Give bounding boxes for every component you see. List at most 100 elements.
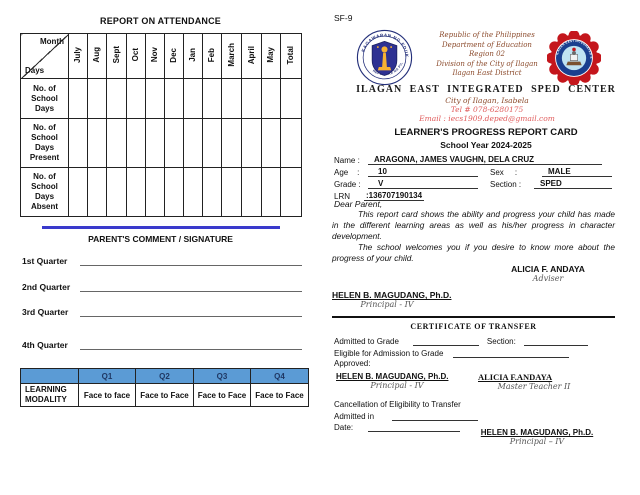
corner-month-label: Month: [40, 37, 64, 46]
parents-comment-title: PARENT'S COMMENT / SIGNATURE: [88, 234, 233, 244]
quarter-header: Q1: [78, 368, 136, 384]
grade-label: Grade :: [334, 180, 361, 189]
attendance-cell: [68, 78, 88, 119]
month-days-corner-cell: Month Days: [20, 33, 69, 79]
comment-blank-line: [80, 339, 302, 350]
month-label: Jan: [188, 48, 197, 62]
date-row: Date:: [334, 422, 460, 432]
modality-value: Face to Face: [250, 383, 309, 407]
quarter-comment-row: 3rd Quarter: [22, 306, 302, 317]
modality-header-row: Q1 Q2 Q3 Q4: [20, 368, 309, 384]
eligible-row: Eligible for Admission to Grade: [334, 348, 570, 358]
attendance-cell: [126, 167, 146, 217]
admitted-grade-blank: [412, 336, 479, 346]
paragraph-1: This report card shows the ability and p…: [332, 209, 615, 241]
adviser-name: ALICIA F. ANDAYA: [511, 264, 585, 274]
attendance-cell: [202, 167, 222, 217]
blue-divider-line: [42, 226, 280, 229]
modality-row-label: LEARNING MODALITY: [20, 383, 79, 407]
adviser-signature-block: ALICIA F. ANDAYA Adviser: [500, 264, 596, 283]
form-code: SF-9: [334, 13, 353, 23]
attendance-cell: [145, 78, 165, 119]
header-line: Division of the City of Ilagan: [436, 59, 538, 68]
header-line: Ilagan East District: [452, 69, 522, 77]
row-label-days-present: No. of School Days Present: [20, 118, 69, 168]
letter-body: This report card shows the ability and p…: [332, 209, 615, 264]
attendance-cell: [280, 78, 302, 119]
grade-section-field-row: Grade : V Section : SPED: [334, 179, 618, 189]
approved-row: Approved:: [334, 359, 370, 368]
bottom-principal-name: HELEN B. MAGUDANG, Ph.D.: [480, 428, 594, 437]
section-value: SPED: [534, 179, 612, 189]
month-label: Aug: [92, 47, 101, 63]
quarter-label: 4th Quarter: [22, 340, 68, 350]
attendance-cell: [126, 118, 146, 168]
bottom-principal-signature-block: HELEN B. MAGUDANG, Ph.D. Principal – IV: [472, 428, 602, 446]
attendance-cell: [280, 118, 302, 168]
month-label: May: [266, 47, 275, 63]
attendance-cell: [221, 118, 242, 168]
sex-label: Sex :: [490, 168, 518, 177]
days-present-row: No. of School Days Present: [20, 118, 302, 168]
attendance-cell: [183, 118, 203, 168]
attendance-cell: [164, 167, 184, 217]
comment-blank-line: [80, 281, 302, 292]
month-col-header: Aug: [87, 33, 107, 79]
month-label: April: [246, 45, 256, 65]
quarter-header: Q3: [193, 368, 251, 384]
eligible-blank: [453, 348, 570, 358]
attendance-cell: [87, 78, 107, 119]
quarter-header: Q4: [250, 368, 309, 384]
lrn-value: :136707190134: [364, 191, 425, 201]
attendance-cell: [183, 78, 203, 119]
name-value: ARAGONA, JAMES VAUGHN, DELA CRUZ: [368, 155, 602, 165]
attendance-cell: [221, 167, 242, 217]
admitted-grade-row: Admitted to Grade Section:: [334, 336, 588, 346]
attendance-cell: [68, 118, 88, 168]
name-label: Name :: [334, 156, 360, 165]
comment-blank-line: [80, 255, 302, 266]
cert-principal-signature-block: HELEN B. MAGUDANG, Ph.D. Principal - IV: [336, 372, 458, 390]
quarter-label: 2nd Quarter: [22, 282, 71, 292]
sex-value: MALE: [542, 167, 612, 177]
month-label: July: [73, 46, 82, 63]
attendance-cell: [261, 167, 281, 217]
lrn-label: LRN: [334, 192, 351, 201]
comment-blank-line: [80, 306, 302, 317]
section-label: Section :: [490, 180, 522, 189]
cert-master-teacher-name: ALICIA F.ANDAYA: [478, 372, 553, 382]
school-email: Email : iecs1909.deped@gmail.com: [419, 114, 555, 123]
cert-section-blank: [523, 336, 588, 346]
grade-value: V: [368, 179, 478, 189]
attendance-cell: [145, 118, 165, 168]
quarter-comment-row: 1st Quarter: [22, 255, 302, 266]
attendance-title: REPORT ON ATTENDANCE: [100, 16, 221, 26]
attendance-cell: [164, 78, 184, 119]
school-days-row: No. of School Days: [20, 78, 302, 119]
cert-section-label: Section:: [486, 337, 516, 346]
header-line: Region 02: [469, 50, 505, 58]
cert-principal-title: Principal - IV: [370, 381, 424, 390]
attendance-cell: [126, 78, 146, 119]
cancellation-label: Cancellation of Eligibility to Transfer: [334, 400, 461, 409]
cert-master-teacher-signature-block: ALICIA F.ANDAYA Master Teacher II: [478, 372, 590, 391]
month-label: Sept: [111, 46, 121, 64]
attendance-cell: [241, 118, 262, 168]
age-label: Age :: [334, 168, 360, 177]
month-label: March: [226, 43, 236, 67]
card-title: LEARNER'S PROGRESS REPORT CARD: [394, 127, 578, 138]
month-col-header: July: [68, 33, 88, 79]
month-col-header: April: [241, 33, 262, 79]
quarter-comment-row: 4th Quarter: [22, 339, 302, 350]
government-header-lines: Republic of the Philippines Department o…: [407, 31, 567, 79]
month-col-header: March: [221, 33, 242, 79]
principal-name: HELEN B. MAGUDANG, Ph.D.: [332, 290, 452, 300]
school-location: City of Ilagan, Isabela: [445, 96, 529, 105]
attendance-cell: [202, 118, 222, 168]
attendance-cell: [261, 78, 281, 119]
school-year: School Year 2024-2025: [440, 140, 532, 150]
cert-principal-name: HELEN B. MAGUDANG, Ph.D.: [336, 372, 449, 381]
attendance-table: Month Days July Aug Sept Oct Nov Dec Jan…: [20, 33, 302, 217]
attendance-header-row: Month Days July Aug Sept Oct Nov Dec Jan…: [20, 33, 302, 79]
month-label: Nov: [150, 47, 159, 63]
